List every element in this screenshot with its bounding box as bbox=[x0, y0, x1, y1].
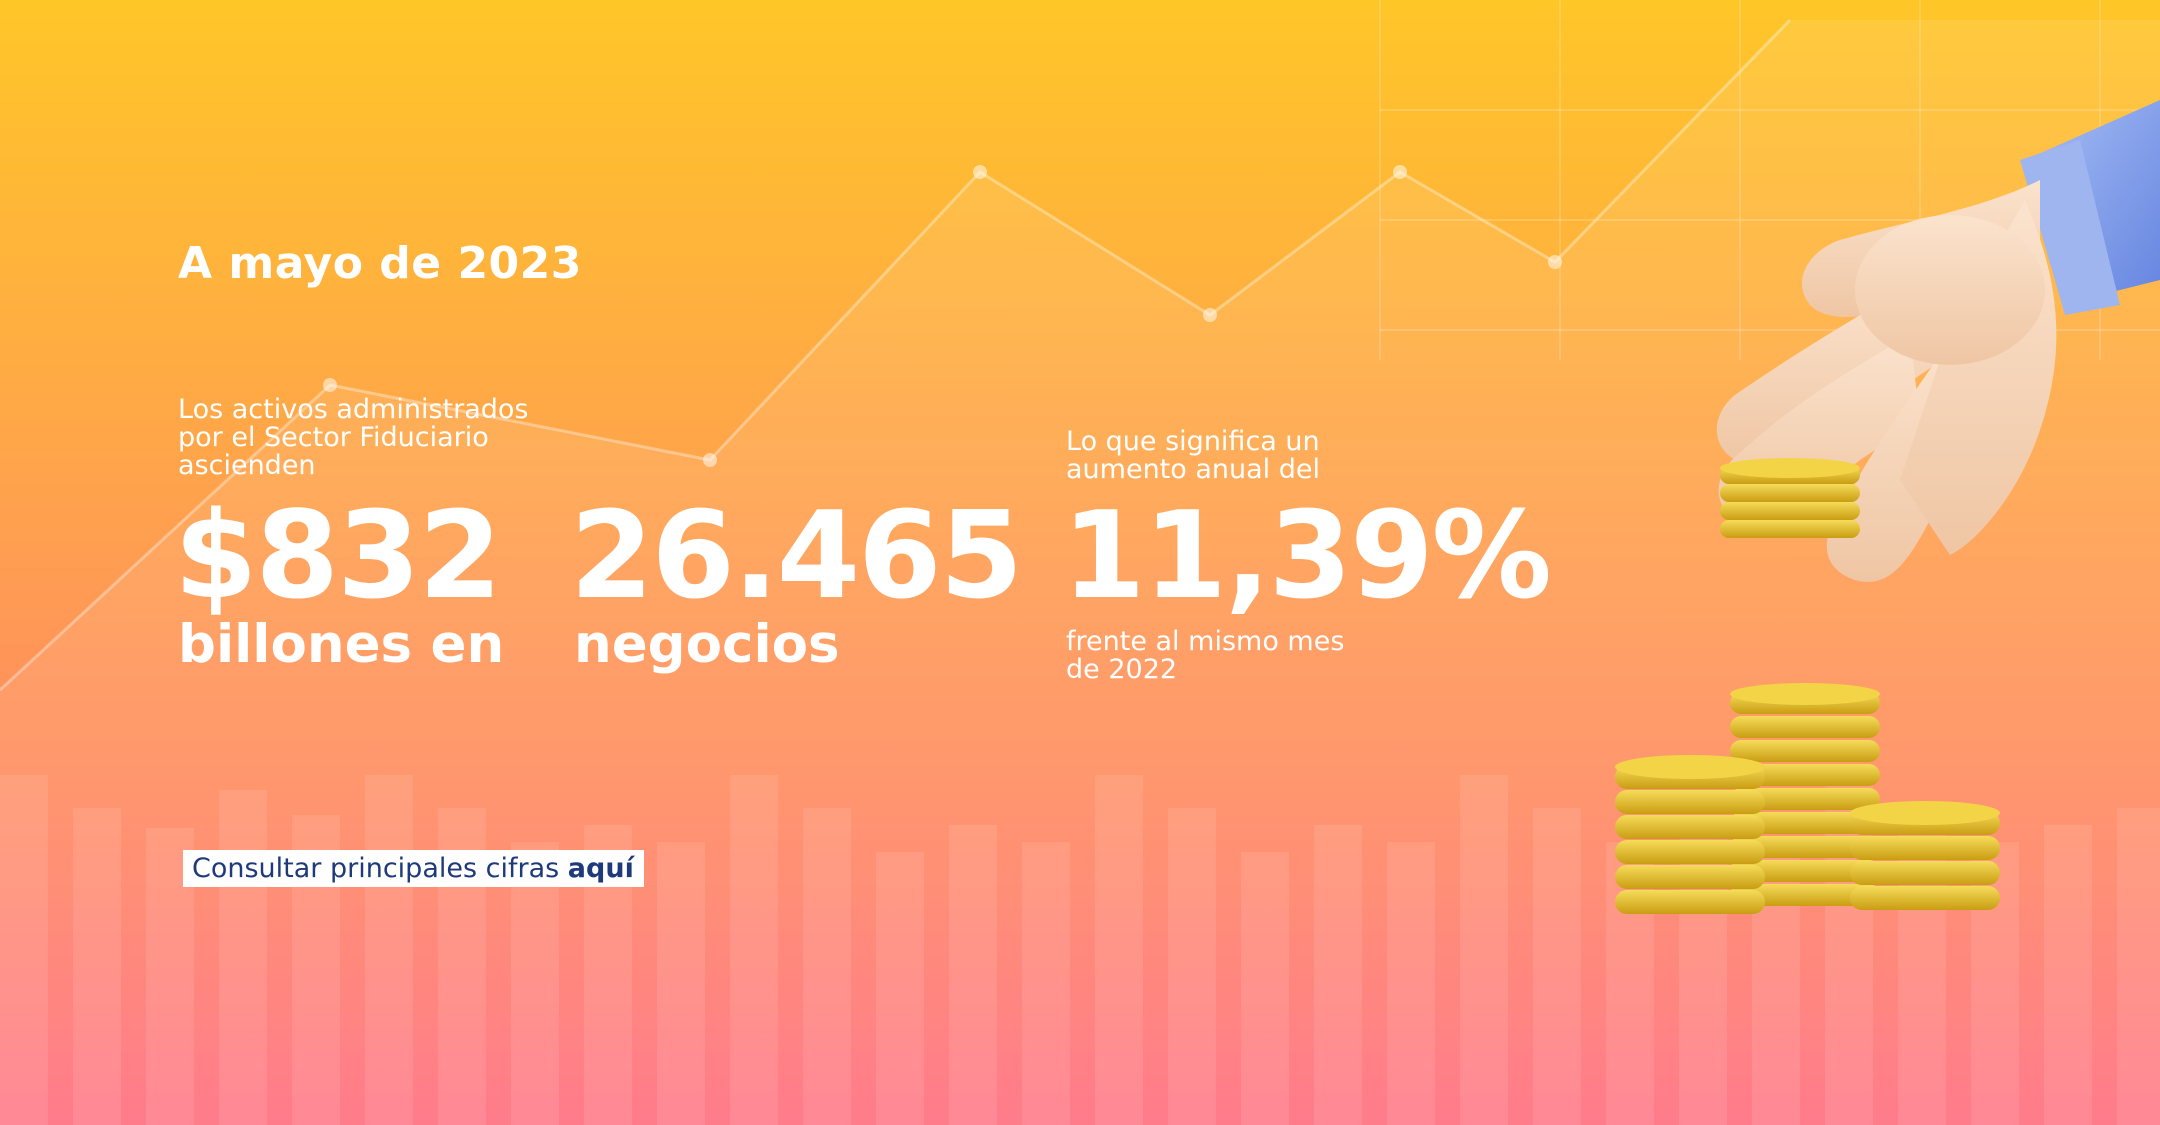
gold-coin-stacks-illustration bbox=[1615, 683, 2000, 914]
cta-label: Consultar principales cifras bbox=[192, 853, 560, 884]
cuff bbox=[2020, 140, 2120, 315]
assets-intro-text: Los activos administrados por el Sector … bbox=[178, 394, 529, 481]
background-line-chart bbox=[0, 18, 1792, 692]
chart-point bbox=[1203, 308, 1217, 322]
assets-amount-caption: billones en bbox=[178, 614, 505, 675]
assets-amount-value: $832 bbox=[174, 487, 502, 626]
background-grid bbox=[1379, 0, 2160, 360]
date-title: A mayo de 2023 bbox=[178, 238, 582, 289]
hand-holding-coins-illustration bbox=[1615, 100, 2160, 914]
increase-caption-text: frente al mismo mes de 2022 bbox=[1066, 626, 1345, 685]
business-count-value: 26.465 bbox=[570, 487, 1023, 626]
cta-emphasis: aquí bbox=[567, 853, 634, 884]
increase-intro-text: Lo que significa un aumento anual del bbox=[1066, 426, 1321, 485]
chart-point bbox=[703, 453, 717, 467]
chart-point bbox=[323, 378, 337, 392]
background-bar-chart bbox=[0, 775, 2160, 1125]
held-coin-stack bbox=[1720, 458, 1860, 538]
annual-increase-value: 11,39% bbox=[1062, 487, 1552, 626]
chart-point bbox=[1548, 255, 1562, 269]
chart-point bbox=[973, 165, 987, 179]
business-count-caption: negocios bbox=[574, 614, 840, 675]
chart-point bbox=[1393, 165, 1407, 179]
consult-figures-link[interactable]: Consultar principales cifras aquí bbox=[183, 850, 644, 887]
